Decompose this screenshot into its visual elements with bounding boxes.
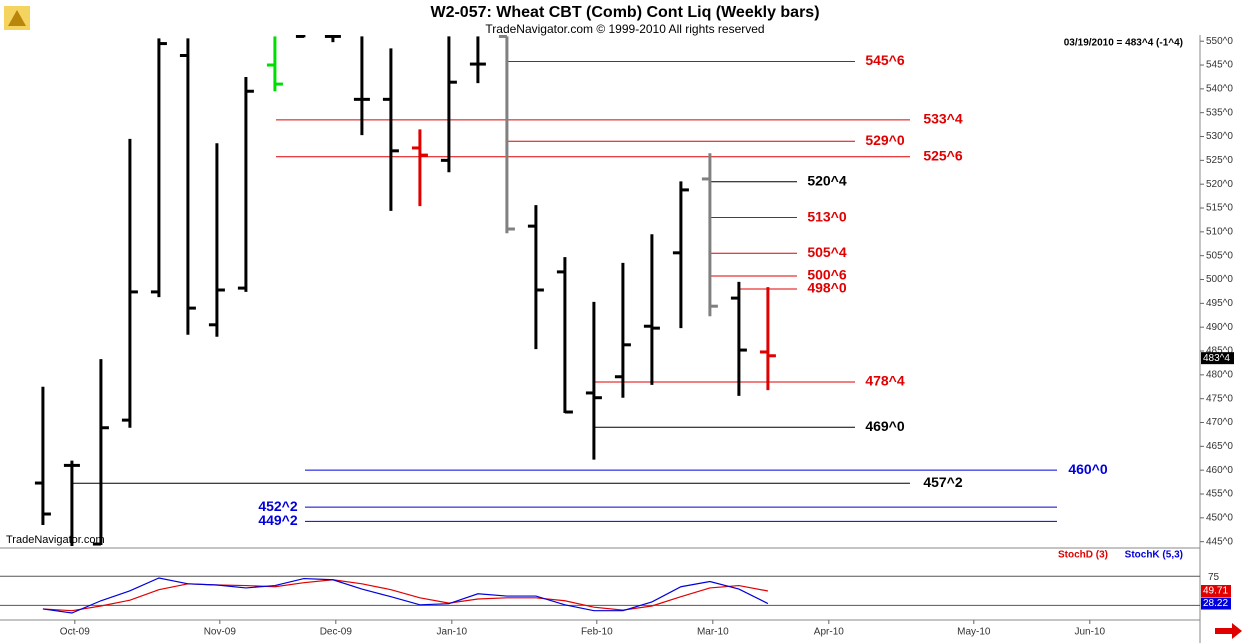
y-tick-label: 550^0 bbox=[1206, 36, 1233, 47]
watermark: TradeNavigator.com bbox=[6, 534, 105, 546]
y-tick-label: 515^0 bbox=[1206, 203, 1233, 214]
x-tick-label: Oct-09 bbox=[60, 627, 90, 638]
y-tick-label: 520^0 bbox=[1206, 179, 1233, 190]
level-label: 457^2 bbox=[923, 474, 963, 490]
scroll-arrow[interactable] bbox=[1215, 623, 1242, 639]
y-tick-label: 490^0 bbox=[1206, 322, 1233, 333]
level-label: 452^2 bbox=[258, 498, 298, 514]
stoch-line bbox=[42, 577, 769, 614]
price-pane bbox=[34, 35, 1057, 546]
level-label: 533^4 bbox=[923, 111, 963, 127]
last-value-box bbox=[1201, 597, 1231, 610]
y-tick-label: 500^0 bbox=[1206, 274, 1233, 285]
x-tick-label: Feb-10 bbox=[581, 627, 613, 638]
y-tick-label: 525^0 bbox=[1206, 155, 1233, 166]
level-label: 513^0 bbox=[807, 208, 847, 224]
level-label: 525^6 bbox=[923, 147, 963, 163]
level-label: 498^0 bbox=[807, 280, 847, 296]
x-tick-label: Mar-10 bbox=[697, 627, 729, 638]
y-tick-label: 545^0 bbox=[1206, 60, 1233, 71]
level-label: 469^0 bbox=[865, 418, 905, 434]
last-value: 28.22 bbox=[1203, 598, 1228, 609]
x-tick-label: Jan-10 bbox=[437, 627, 468, 638]
last-price-box bbox=[1201, 352, 1234, 365]
y-tick-label: 470^0 bbox=[1206, 417, 1233, 428]
stoch-line bbox=[42, 579, 769, 612]
logo bbox=[4, 6, 30, 30]
y-tick-label: 485^0 bbox=[1206, 346, 1233, 357]
y-tick-label: 540^0 bbox=[1206, 84, 1233, 95]
title: W2-057: Wheat CBT (Comb) Cont Liq (Weekl… bbox=[430, 4, 819, 21]
y-tick-label: 450^0 bbox=[1206, 512, 1233, 523]
level-label: 520^4 bbox=[807, 173, 847, 189]
level-label: 449^2 bbox=[258, 512, 298, 528]
price-header: 03/19/2010 = 483^4 (-1^4) bbox=[1064, 38, 1183, 49]
y-tick-label: 495^0 bbox=[1206, 298, 1233, 309]
x-tick-label: May-10 bbox=[957, 627, 991, 638]
x-tick-label: Apr-10 bbox=[814, 627, 844, 638]
last-price: 483^4 bbox=[1203, 353, 1230, 364]
last-value-box bbox=[1201, 585, 1231, 598]
stoch-pane bbox=[0, 575, 1200, 614]
x-tick-label: Dec-09 bbox=[320, 627, 353, 638]
y-tick-label: 530^0 bbox=[1206, 131, 1233, 142]
level-label: 545^6 bbox=[865, 52, 905, 68]
last-value: 49.71 bbox=[1203, 586, 1228, 597]
y-tick-label: 465^0 bbox=[1206, 441, 1233, 452]
subtitle: TradeNavigator.com © 1999-2010 All right… bbox=[485, 22, 764, 36]
y-tick-label: 75 bbox=[1208, 572, 1220, 583]
y-tick-label: 475^0 bbox=[1206, 393, 1233, 404]
level-label: 529^0 bbox=[865, 132, 905, 148]
y-tick-label: 455^0 bbox=[1206, 489, 1233, 500]
y-tick-label: 460^0 bbox=[1206, 465, 1233, 476]
legend-entry: StochD (3) bbox=[1058, 550, 1108, 561]
y-tick-label: 480^0 bbox=[1206, 369, 1233, 380]
level-label: 478^4 bbox=[865, 373, 905, 389]
y-tick-label: 510^0 bbox=[1206, 226, 1233, 237]
y-tick-label: 505^0 bbox=[1206, 250, 1233, 261]
y-tick-label: 445^0 bbox=[1206, 536, 1233, 547]
x-tick-label: Nov-09 bbox=[204, 627, 237, 638]
y-tick-label: 535^0 bbox=[1206, 107, 1233, 118]
level-label: 500^6 bbox=[807, 267, 847, 283]
level-label: 460^0 bbox=[1068, 461, 1108, 477]
level-label: 505^4 bbox=[807, 244, 847, 260]
x-tick-label: Jun-10 bbox=[1075, 627, 1106, 638]
legend-entry: StochK (5,3) bbox=[1125, 550, 1183, 561]
